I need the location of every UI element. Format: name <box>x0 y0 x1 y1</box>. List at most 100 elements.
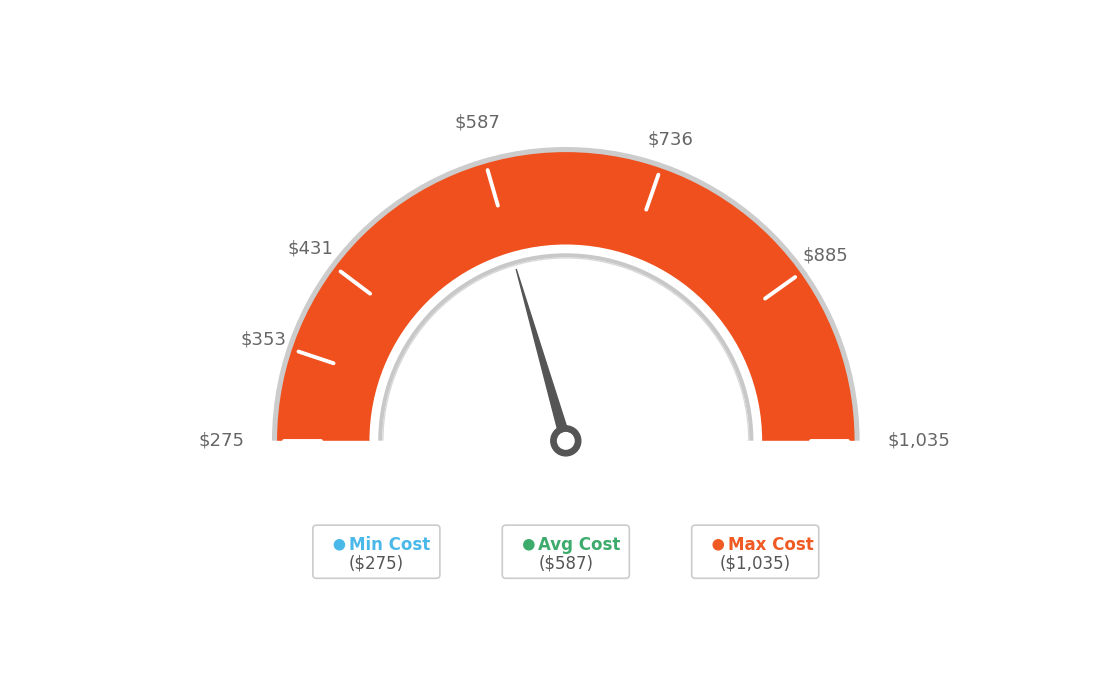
Wedge shape <box>277 152 854 690</box>
Wedge shape <box>277 152 854 690</box>
Wedge shape <box>277 152 854 690</box>
Wedge shape <box>277 152 854 690</box>
Wedge shape <box>277 152 854 690</box>
Wedge shape <box>277 152 854 690</box>
Wedge shape <box>277 152 854 690</box>
Wedge shape <box>277 152 854 690</box>
Wedge shape <box>277 152 854 690</box>
Wedge shape <box>277 152 854 690</box>
Wedge shape <box>277 152 854 690</box>
Wedge shape <box>277 152 854 690</box>
Wedge shape <box>277 152 854 690</box>
Wedge shape <box>277 152 854 690</box>
Wedge shape <box>277 152 854 690</box>
Wedge shape <box>277 152 854 690</box>
Wedge shape <box>277 152 854 690</box>
Wedge shape <box>277 152 854 690</box>
Wedge shape <box>277 152 854 690</box>
Wedge shape <box>277 152 854 690</box>
Wedge shape <box>277 152 854 690</box>
Wedge shape <box>277 152 854 690</box>
Wedge shape <box>277 152 854 690</box>
Wedge shape <box>277 152 854 690</box>
Wedge shape <box>277 152 854 690</box>
Wedge shape <box>277 152 854 690</box>
Wedge shape <box>277 152 854 690</box>
Wedge shape <box>277 152 854 690</box>
Wedge shape <box>277 152 854 690</box>
Wedge shape <box>277 152 854 690</box>
Wedge shape <box>277 152 854 690</box>
Wedge shape <box>277 152 854 690</box>
Wedge shape <box>277 152 854 690</box>
Wedge shape <box>277 152 854 690</box>
Wedge shape <box>277 152 854 690</box>
Wedge shape <box>277 152 854 690</box>
Wedge shape <box>277 152 854 690</box>
Wedge shape <box>277 152 854 690</box>
Wedge shape <box>277 152 854 690</box>
Wedge shape <box>277 152 854 690</box>
Wedge shape <box>277 152 854 690</box>
Wedge shape <box>277 152 854 690</box>
Wedge shape <box>277 152 854 690</box>
Wedge shape <box>277 152 854 690</box>
Wedge shape <box>277 152 854 690</box>
Wedge shape <box>277 152 854 690</box>
Wedge shape <box>277 152 854 690</box>
Wedge shape <box>277 152 854 690</box>
Wedge shape <box>277 152 854 690</box>
Wedge shape <box>277 152 854 690</box>
Wedge shape <box>277 152 854 690</box>
Wedge shape <box>277 152 854 690</box>
Wedge shape <box>277 152 854 690</box>
Wedge shape <box>277 152 854 690</box>
Wedge shape <box>277 152 854 690</box>
Text: Max Cost: Max Cost <box>728 536 814 554</box>
Wedge shape <box>277 152 854 690</box>
Wedge shape <box>277 152 854 690</box>
Wedge shape <box>277 152 854 690</box>
Wedge shape <box>277 152 854 690</box>
Wedge shape <box>277 152 854 690</box>
Wedge shape <box>277 152 854 690</box>
Wedge shape <box>277 152 854 690</box>
Wedge shape <box>277 152 854 690</box>
Wedge shape <box>277 152 854 690</box>
Wedge shape <box>277 152 854 690</box>
Wedge shape <box>277 152 854 690</box>
Wedge shape <box>277 152 854 690</box>
Wedge shape <box>277 152 854 690</box>
Wedge shape <box>277 152 854 690</box>
Wedge shape <box>277 152 854 690</box>
Wedge shape <box>277 152 854 690</box>
Text: $885: $885 <box>803 246 849 264</box>
Wedge shape <box>277 152 854 690</box>
Wedge shape <box>277 152 854 690</box>
Wedge shape <box>277 152 854 690</box>
Wedge shape <box>277 152 854 690</box>
Wedge shape <box>277 152 854 690</box>
Wedge shape <box>277 152 854 690</box>
Wedge shape <box>277 152 854 690</box>
Wedge shape <box>277 152 854 690</box>
Wedge shape <box>277 152 854 690</box>
Wedge shape <box>277 152 854 690</box>
Wedge shape <box>277 152 854 690</box>
Wedge shape <box>277 152 854 690</box>
Wedge shape <box>277 152 854 690</box>
Wedge shape <box>277 152 854 690</box>
Bar <box>184 441 947 614</box>
Wedge shape <box>277 152 854 690</box>
Wedge shape <box>277 152 854 690</box>
Wedge shape <box>277 152 854 690</box>
Wedge shape <box>277 152 854 690</box>
Wedge shape <box>277 152 854 690</box>
Wedge shape <box>277 152 854 690</box>
Wedge shape <box>277 152 854 690</box>
Wedge shape <box>277 152 854 690</box>
Wedge shape <box>277 152 854 690</box>
Wedge shape <box>277 152 854 690</box>
Wedge shape <box>277 152 854 690</box>
Wedge shape <box>277 152 854 690</box>
